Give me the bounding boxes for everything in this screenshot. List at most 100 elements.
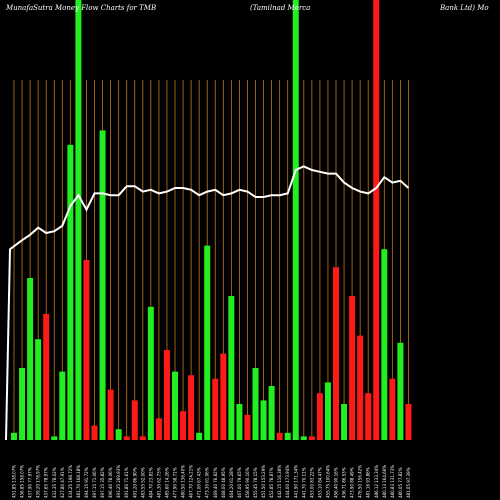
tick-label: 452.85 78.87% bbox=[269, 467, 274, 498]
bar bbox=[172, 371, 178, 440]
tick-label: 441.90 171.34% bbox=[293, 465, 298, 498]
tick-label: 477.90 58.71% bbox=[173, 467, 178, 498]
tick-label: 437.65 78.97% bbox=[44, 467, 49, 498]
tick-label: 436.85 158.07% bbox=[20, 465, 25, 498]
chart-title-right: Bank Ltd) Mo bbox=[439, 4, 489, 12]
tick-label: 493.25 269.93% bbox=[116, 465, 121, 498]
tick-label: 453.00 83.22% bbox=[309, 467, 314, 498]
money-flow-line bbox=[5, 165, 410, 441]
bar bbox=[35, 339, 42, 440]
tick-label: 473.30 61.06% bbox=[205, 467, 210, 498]
bar bbox=[91, 425, 98, 440]
bar bbox=[123, 436, 130, 440]
tick-label: 451.85 138.07% bbox=[12, 465, 17, 498]
bar bbox=[324, 382, 331, 440]
bar bbox=[188, 375, 195, 440]
tick-label: 451.50 153.29% bbox=[261, 465, 266, 498]
tick-label: 473.90 88.49% bbox=[350, 467, 355, 498]
bar bbox=[365, 393, 372, 440]
bar bbox=[252, 368, 259, 440]
bar bbox=[67, 144, 74, 441]
bar bbox=[115, 429, 122, 440]
bar bbox=[268, 386, 275, 440]
x-axis-tick-labels: 451.85 138.07% 436.85 158.07% 437.90 77.97… bbox=[12, 465, 411, 498]
tick-label: 481.70 168.18% bbox=[76, 465, 81, 498]
tick-label: 468.00 48.95% bbox=[221, 467, 226, 498]
tick-label: 483.55 52.00% bbox=[140, 467, 145, 498]
bar bbox=[244, 414, 251, 440]
bar bbox=[147, 306, 154, 440]
tick-label: 469.40 76.82% bbox=[213, 467, 218, 498]
tick-label: 432.35 78.02% bbox=[52, 467, 57, 498]
tick-label: 491.20 86.90% bbox=[132, 467, 137, 498]
bar bbox=[333, 267, 339, 440]
bar bbox=[260, 400, 267, 440]
bar bbox=[405, 404, 412, 440]
tick-label: 464.20 61.28% bbox=[229, 467, 234, 498]
bar bbox=[316, 393, 323, 440]
bar bbox=[284, 432, 291, 440]
tick-label: 455.75 100.64% bbox=[325, 465, 330, 498]
tick-label: 481.30 62.73% bbox=[156, 467, 161, 498]
bar bbox=[397, 342, 404, 440]
bar bbox=[11, 432, 17, 440]
bar bbox=[19, 368, 26, 440]
tick-label: 476.50 156.42% bbox=[358, 465, 363, 498]
bar bbox=[27, 278, 34, 440]
bar bbox=[51, 436, 58, 440]
tick-label: 481.16 93.86% bbox=[366, 467, 371, 498]
tick-label: 471.00 67.43% bbox=[197, 467, 202, 498]
bar bbox=[139, 436, 146, 440]
volume-bars bbox=[11, 0, 412, 441]
bar bbox=[107, 389, 114, 440]
bar bbox=[131, 400, 138, 440]
bar bbox=[276, 432, 283, 440]
bar bbox=[75, 0, 82, 440]
tick-label: 480.83 131.73% bbox=[390, 465, 395, 498]
bar bbox=[204, 245, 211, 440]
chart-title-middle: (Tamilnad Merca bbox=[250, 4, 310, 12]
bar bbox=[155, 418, 162, 440]
bar bbox=[180, 411, 187, 440]
tick-label: 427.80 47.91% bbox=[60, 467, 65, 498]
tick-label: 434.25 198.72% bbox=[68, 465, 73, 498]
tick-label: 486.12 133.34% bbox=[374, 465, 379, 498]
bar bbox=[373, 0, 380, 440]
bar bbox=[212, 378, 219, 440]
bar bbox=[220, 353, 227, 440]
tick-label: 496.40 78.06% bbox=[108, 467, 113, 498]
bar bbox=[236, 404, 243, 440]
tick-label: 485.60 14.26% bbox=[164, 467, 169, 498]
tick-label: 480.13 164.66% bbox=[382, 465, 387, 498]
bar bbox=[99, 130, 106, 440]
tick-label: 480.50 136.40% bbox=[181, 465, 186, 498]
tick-label: 455.45 78.15% bbox=[253, 467, 258, 498]
tick-label: 491.80 71.61% bbox=[124, 467, 129, 498]
tick-label: 439.20 178.97% bbox=[36, 465, 41, 498]
tick-label: 453.10 84.47% bbox=[317, 467, 322, 498]
bar bbox=[381, 249, 388, 440]
bar bbox=[357, 335, 364, 440]
tick-label: 494.15 91.72% bbox=[84, 467, 89, 498]
bar bbox=[300, 436, 307, 440]
chart-title-left: MunafaSutra Money Flow Charts for TMB bbox=[5, 4, 156, 12]
tick-label: 441.70 70.11% bbox=[301, 467, 306, 498]
tick-label: 467.00 79.65% bbox=[237, 467, 242, 498]
bar bbox=[228, 296, 235, 440]
bar bbox=[292, 0, 299, 440]
bar bbox=[43, 314, 50, 440]
tick-label: 458.95 90.16% bbox=[245, 467, 250, 498]
tick-label: 442.15 116.38% bbox=[277, 465, 282, 498]
bar bbox=[308, 436, 315, 440]
tick-label: 456.40 90.16% bbox=[334, 467, 339, 498]
tick-label: 444.00 173.94% bbox=[285, 465, 290, 498]
bar bbox=[349, 296, 356, 440]
tick-label: 497.15 35.82% bbox=[100, 467, 105, 498]
bar bbox=[196, 432, 203, 440]
tick-label: 481.05 97.39% bbox=[406, 467, 411, 498]
bar bbox=[341, 404, 348, 440]
bar bbox=[389, 378, 396, 440]
tick-label: 437.90 77.97% bbox=[28, 467, 33, 498]
tick-label: 497.15 71.06% bbox=[92, 467, 97, 498]
bar bbox=[83, 260, 90, 440]
